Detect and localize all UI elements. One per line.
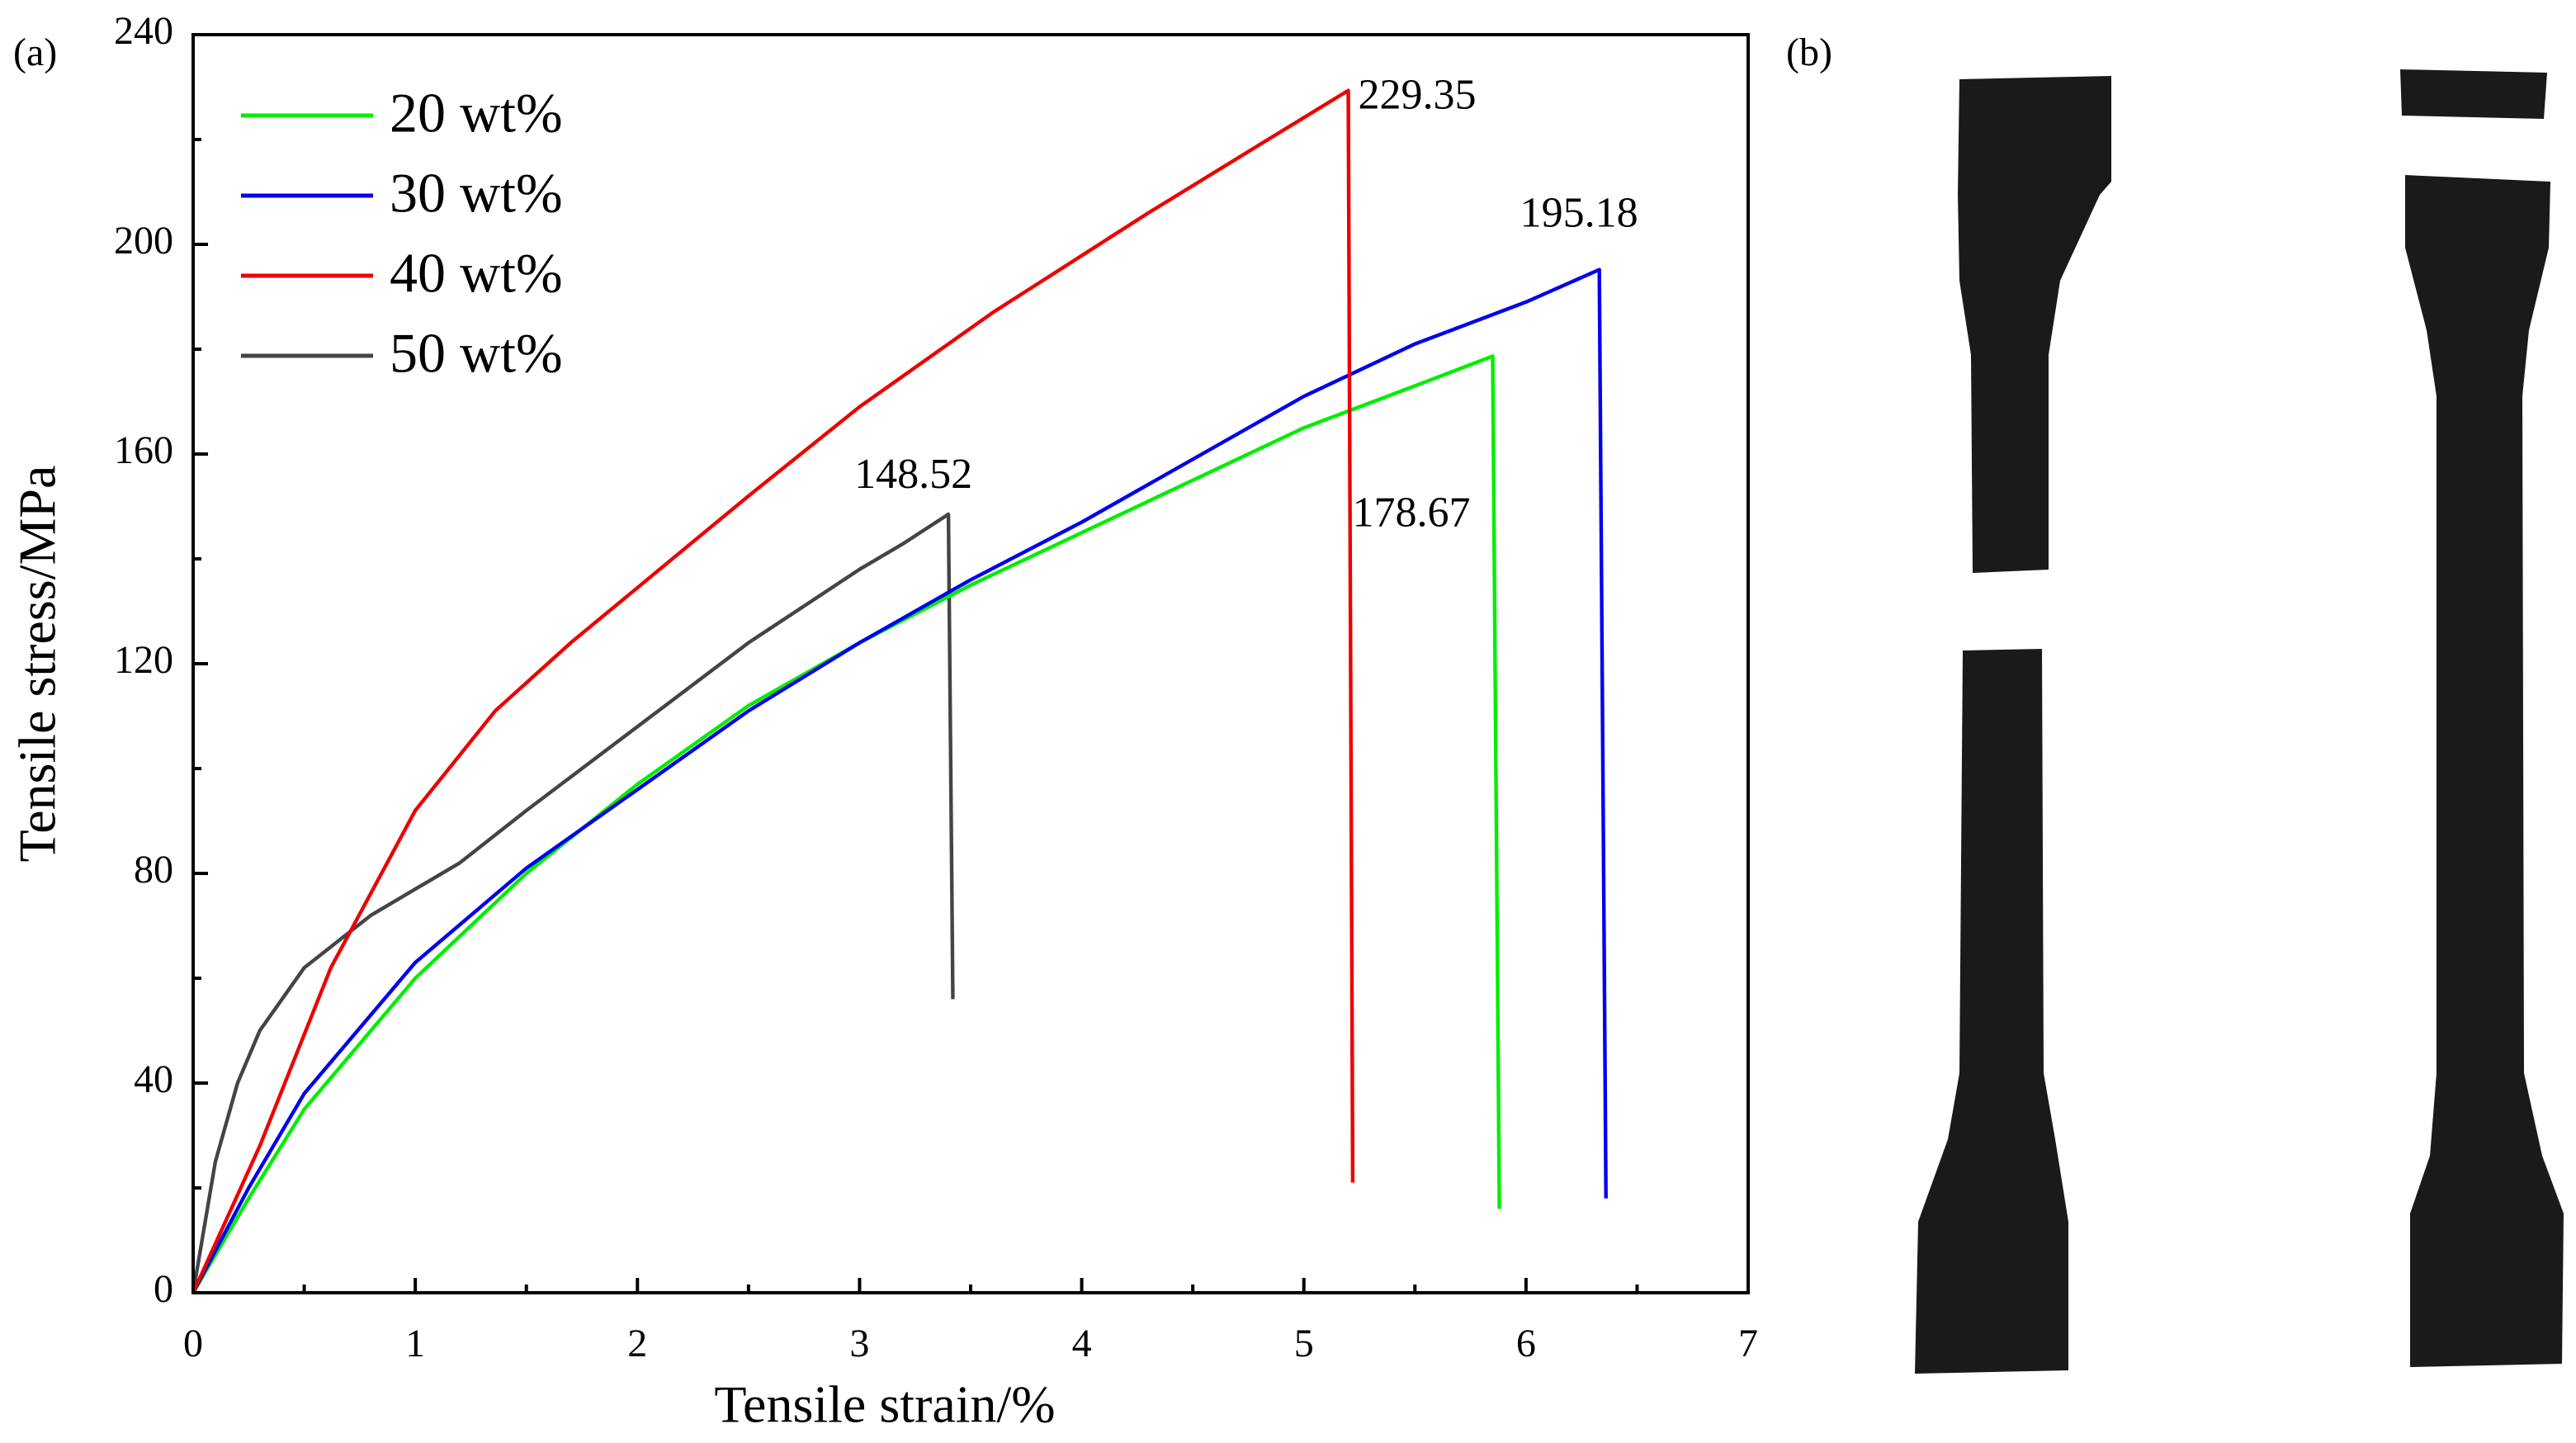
- y-tick-label: 160: [114, 428, 173, 472]
- specimen-right-main: [2405, 175, 2564, 1367]
- y-tick-label: 200: [114, 219, 173, 263]
- y-axis-label: Tensile stress/MPa: [8, 466, 67, 863]
- x-tick-label: 0: [183, 1322, 203, 1365]
- panel-label: (b): [1786, 31, 1832, 74]
- peak-label: 229.35: [1359, 72, 1477, 119]
- y-tick-label: 120: [114, 638, 173, 682]
- legend-label: 30 wt%: [390, 162, 563, 225]
- peak-label: 195.18: [1520, 190, 1638, 237]
- series-line: [191, 88, 1355, 1294]
- legend-label: 50 wt%: [390, 322, 563, 385]
- y-tick-label: 40: [134, 1057, 173, 1101]
- plot-area: 0 1 2 3 4 5 6 7 0 40 80 120 160 200 240 148.52 178.67 195…: [114, 9, 1758, 1365]
- series-line: [191, 512, 955, 1294]
- x-tick-label: 3: [849, 1322, 869, 1365]
- legend-label: 40 wt%: [390, 242, 563, 305]
- y-tick-label: 80: [134, 848, 173, 892]
- x-tick-label: 2: [627, 1322, 647, 1365]
- x-tick-label: 6: [1516, 1322, 1536, 1365]
- x-tick-label: 5: [1294, 1322, 1314, 1365]
- specimen-left-top: [1958, 76, 2111, 573]
- x-tick-label: 7: [1738, 1322, 1758, 1365]
- plot-frame: [191, 33, 1750, 1294]
- specimen-right-top: [2400, 69, 2547, 119]
- y-tick-label: 0: [154, 1267, 173, 1311]
- specimen-left-bottom: [1915, 649, 2068, 1374]
- panel-label: (a): [13, 31, 57, 74]
- x-axis-label: Tensile strain/%: [714, 1375, 1055, 1434]
- specimen-photo: [1915, 69, 2564, 1374]
- x-tick-label: 4: [1072, 1322, 1092, 1365]
- peak-label: 148.52: [854, 451, 972, 498]
- peak-label: 178.67: [1352, 489, 1470, 536]
- legend-label: 20 wt%: [390, 82, 563, 144]
- y-tick-label: 240: [114, 9, 173, 53]
- x-tick-label: 1: [405, 1322, 425, 1365]
- series-line: [191, 267, 1608, 1294]
